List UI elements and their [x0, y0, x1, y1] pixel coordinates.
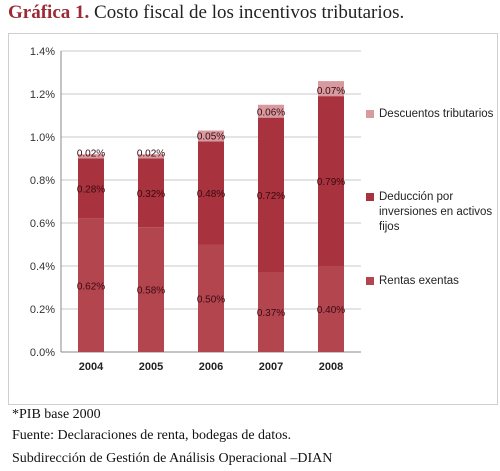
legend-item-rentas: Rentas exentas	[366, 274, 499, 289]
legend-item-descuentos: Descuentos tributarios	[366, 107, 499, 122]
figure-label: Gráfica 1.	[8, 2, 90, 23]
data-label: 0.48%	[197, 189, 225, 200]
bar-segment	[138, 158, 164, 228]
data-label: 0.79%	[317, 177, 345, 188]
data-label: 0.62%	[77, 281, 105, 292]
data-label: 0.06%	[257, 108, 285, 119]
bar-segment	[258, 104, 284, 118]
legend-swatch-descuentos	[366, 110, 374, 118]
data-label: 0.05%	[197, 131, 225, 142]
y-tick-label: 0.0%	[30, 347, 55, 359]
y-tick-label: 0.6%	[30, 218, 55, 230]
bar-segment	[198, 141, 224, 245]
legend-label-rentas: Rentas exentas	[379, 275, 459, 287]
legend-item-deduccion: Deducción por inversiones en activos fij…	[366, 190, 499, 235]
y-tick-label: 0.4%	[30, 261, 55, 273]
legend-label-deduccion: Deducción por inversiones en activos fij…	[379, 191, 493, 233]
legend-swatch-deduccion	[366, 193, 374, 201]
data-label: 0.37%	[257, 308, 285, 319]
data-label: 0.02%	[77, 149, 105, 160]
footnote-office: Subdirección de Gestión de Análisis Oper…	[12, 451, 333, 466]
legend-swatch-rentas	[366, 277, 374, 285]
figure-caption: Costo fiscal de los incentivos tributari…	[94, 2, 405, 23]
bar-segment	[198, 244, 224, 352]
data-label: 0.40%	[317, 305, 345, 316]
bar-segment	[318, 266, 344, 352]
chart-frame: 0.0% 0.2% 0.4% 0.6% 0.8% 1.0% 1.2% 1.4% 0.62% 0.2…	[8, 33, 498, 405]
x-tick-label: 2004	[79, 361, 104, 373]
data-label: 0.28%	[77, 185, 105, 196]
y-tick-label: 0.2%	[30, 304, 55, 316]
legend-label-descuentos: Descuentos tributarios	[379, 108, 494, 120]
y-tick-label: 0.8%	[30, 175, 55, 187]
bar-segment	[138, 154, 164, 159]
x-tick-label: 2008	[319, 361, 343, 373]
bar-segment	[318, 81, 344, 97]
stacked-bar-chart: 0.0% 0.2% 0.4% 0.6% 0.8% 1.0% 1.2% 1.4% 0.62% 0.2…	[30, 46, 361, 373]
x-tick-label: 2006	[199, 361, 223, 373]
data-label: 0.32%	[137, 189, 165, 200]
data-label: 0.02%	[137, 149, 165, 160]
y-tick-label: 1.2%	[30, 89, 55, 101]
y-tick-label: 1.0%	[30, 132, 55, 144]
footnote-base: *PIB base 2000	[12, 407, 101, 422]
bar-segment	[258, 117, 284, 273]
footnote-source: Fuente: Declaraciones de renta, bodegas …	[12, 428, 292, 443]
x-tick-label: 2005	[139, 361, 163, 373]
bar-segment	[78, 158, 104, 219]
bar-segment	[78, 154, 104, 159]
bar-segment	[138, 227, 164, 352]
bar-segment	[78, 218, 104, 352]
data-label: 0.50%	[197, 294, 225, 305]
y-tick-label: 1.4%	[30, 46, 55, 58]
bar-segment	[258, 272, 284, 352]
data-label: 0.58%	[137, 286, 165, 297]
data-label: 0.07%	[317, 86, 345, 97]
data-label: 0.72%	[257, 191, 285, 202]
x-tick-label: 2007	[259, 361, 283, 373]
bar-segment	[318, 96, 344, 267]
chart-title: Gráfica 1. Costo fiscal de los incentivo…	[8, 2, 404, 24]
bar-segment	[198, 130, 224, 142]
